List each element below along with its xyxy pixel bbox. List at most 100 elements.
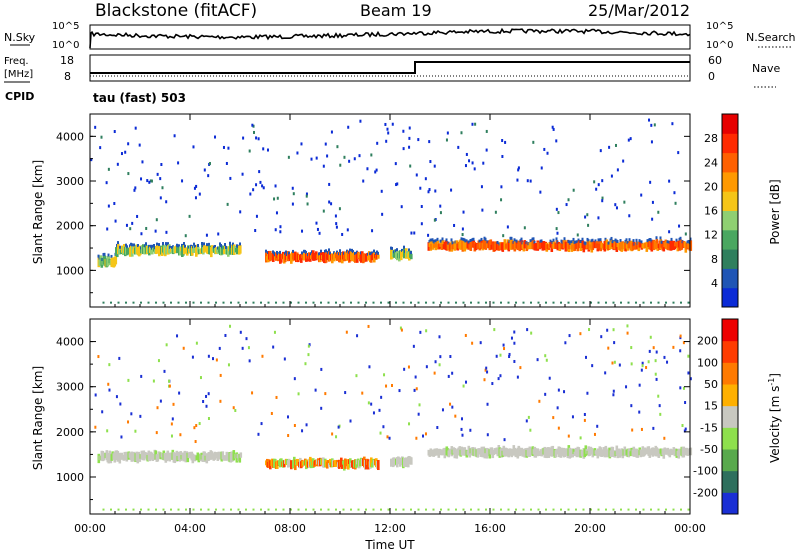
sparse-echo (493, 328, 496, 332)
sparse-echo (148, 180, 151, 184)
sparse-echo (682, 341, 685, 345)
echo-cell-weak (540, 239, 543, 243)
sparse-echo (248, 359, 251, 363)
near-range-echo (327, 508, 330, 511)
sparse-echo (517, 166, 520, 170)
sparse-echo (439, 355, 442, 359)
sparse-echo (526, 179, 529, 183)
echo-cell-weak (396, 248, 398, 252)
echo-cell (347, 459, 350, 470)
sparse-echo (386, 127, 389, 131)
sparse-echo (188, 214, 191, 218)
sparse-echo (279, 225, 282, 229)
nsky-label: N.Sky (4, 31, 36, 44)
nave-tick-bottom: 0 (708, 70, 715, 83)
sparse-echo (334, 214, 337, 218)
sparse-echo (584, 215, 587, 219)
sparse-echo (229, 324, 232, 328)
nave-label: Nave (752, 62, 780, 75)
sparse-echo (127, 142, 130, 146)
sparse-echo (207, 174, 210, 178)
echo-cell-weak (655, 236, 658, 240)
sparse-echo (152, 379, 155, 383)
sparse-echo (320, 367, 323, 371)
sparse-echo (138, 143, 141, 147)
time-x-axis: 00:00 04:00 08:00 12:00 16:00 20:00 00:00 (74, 114, 706, 535)
sparse-echo (320, 406, 323, 410)
sparse-echo (370, 402, 373, 406)
sparse-echo (254, 229, 257, 233)
echo-cell (238, 453, 242, 463)
echo-cell-weak (666, 240, 669, 244)
echo-cell-weak (403, 245, 405, 249)
y-tick-label: 1000 (56, 264, 84, 277)
echo-cell-weak (371, 251, 373, 255)
echo-cell-weak (563, 237, 566, 241)
sparse-echo (391, 122, 394, 126)
sparse-echo (127, 420, 130, 424)
sparse-echo (450, 188, 453, 192)
sparse-echo (199, 376, 202, 380)
sparse-echo (544, 354, 547, 358)
sparse-echo (345, 330, 348, 334)
echo-cell-weak (145, 242, 147, 246)
sparse-echo (124, 150, 127, 154)
colorbar-segment (722, 114, 738, 134)
near-range-echo (147, 301, 150, 304)
colorbar-segment (722, 362, 738, 385)
echo-cell-weak (203, 242, 205, 246)
sparse-echo (318, 231, 321, 235)
sparse-echo (503, 347, 506, 351)
x-tick-label: 04:00 (174, 522, 206, 535)
sparse-echo (500, 198, 503, 202)
sparse-echo (433, 371, 436, 375)
near-range-echo (627, 508, 630, 511)
sparse-echo (108, 363, 111, 367)
echo-cell-weak (429, 238, 432, 242)
echo-cell-weak (555, 237, 558, 241)
sparse-echo (555, 207, 558, 211)
echo-cell-weak (229, 241, 231, 245)
sparse-echo (273, 330, 276, 334)
sparse-echo (159, 399, 162, 403)
sparse-echo (359, 119, 362, 123)
colorbar-segment (722, 405, 738, 428)
echo-cell (490, 244, 494, 250)
colorbar-segment (722, 191, 738, 211)
near-range-echo (215, 508, 217, 511)
sparse-echo (663, 355, 666, 359)
sparse-echo (380, 189, 383, 193)
sparse-echo (418, 403, 421, 407)
sparse-echo (519, 366, 522, 370)
near-range-echo (425, 301, 427, 304)
sparse-echo (140, 232, 143, 236)
sparse-echo (184, 234, 187, 238)
sparse-echo (649, 335, 652, 339)
near-range-echo (605, 508, 607, 511)
sparse-echo (207, 417, 210, 421)
echo-cell-weak (679, 236, 682, 240)
sparse-echo (179, 433, 182, 437)
sparse-echo (140, 374, 143, 378)
echo-cell-weak (352, 250, 354, 254)
sparse-echo (408, 145, 411, 149)
sparse-echo (241, 346, 244, 350)
echo-cell-weak (137, 244, 139, 248)
velocity-y-axis: 4000 3000 2000 1000 (56, 318, 690, 501)
sparse-echo (305, 192, 308, 196)
sparse-echo (155, 431, 158, 435)
sparse-echo (516, 375, 519, 379)
sparse-echo (275, 211, 278, 215)
echo-cell-weak (117, 241, 119, 245)
colorbar-tick-label: 28 (704, 132, 718, 145)
sparse-echo (571, 415, 574, 419)
sparse-echo (539, 190, 542, 194)
sparse-echo (390, 383, 393, 387)
sparse-echo (227, 146, 230, 150)
near-range-echo (155, 508, 157, 511)
sparse-echo (165, 343, 168, 347)
sparse-echo (563, 390, 566, 394)
sparse-echo (502, 234, 505, 238)
sparse-echo (671, 122, 674, 126)
sparse-echo (134, 186, 137, 190)
